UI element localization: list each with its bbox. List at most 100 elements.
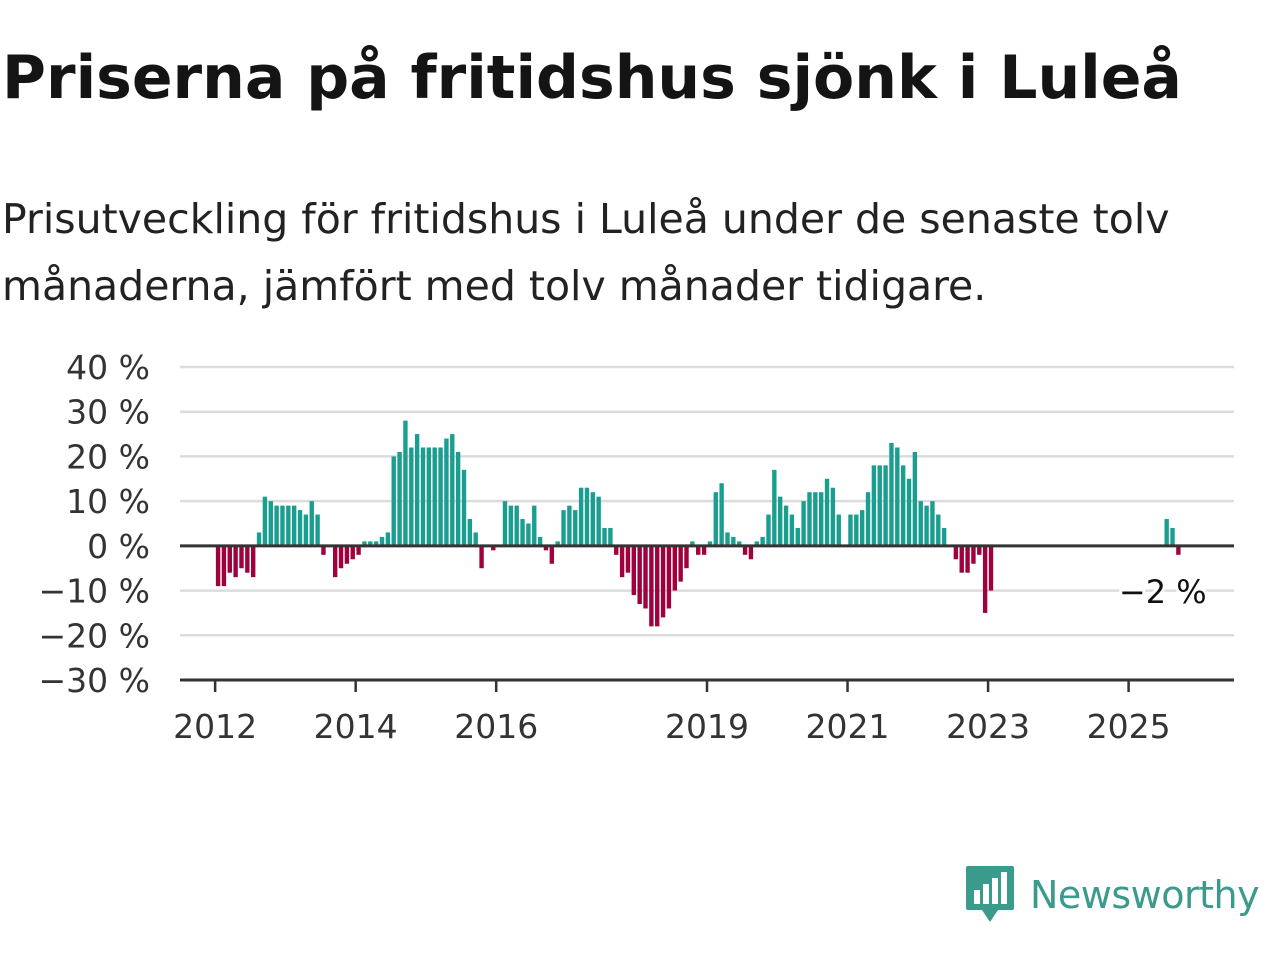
y-tick-label: −10 % — [39, 572, 151, 611]
bar — [578, 487, 584, 546]
bar — [731, 536, 736, 546]
bar — [701, 545, 707, 555]
chart-subtitle: Prisutveckling för fritidshus i Luleå un… — [2, 195, 1170, 310]
bar — [719, 483, 724, 546]
bar — [789, 514, 795, 546]
bar — [988, 545, 994, 591]
bar — [391, 456, 396, 546]
bar — [315, 514, 320, 546]
bar — [807, 492, 812, 546]
bar — [385, 532, 391, 546]
bar — [877, 465, 882, 546]
bar — [455, 451, 461, 546]
bar — [707, 541, 713, 546]
bar — [965, 545, 970, 573]
bar — [930, 501, 935, 546]
bar — [637, 545, 642, 604]
bar — [614, 545, 619, 555]
bar — [321, 545, 326, 555]
bar — [818, 492, 824, 546]
bar — [936, 514, 941, 546]
bar — [883, 465, 888, 546]
bar — [900, 465, 906, 546]
y-tick-label: −30 % — [39, 661, 151, 700]
newsworthy-logo: Newsworthy — [964, 864, 1260, 926]
annotation-label: −2 % — [1119, 573, 1207, 611]
bar — [584, 487, 590, 546]
bar — [1170, 527, 1175, 546]
bar — [227, 545, 232, 573]
bar — [280, 505, 285, 546]
axes — [180, 544, 1234, 682]
bar — [450, 434, 455, 546]
bar — [941, 527, 947, 546]
bar — [801, 501, 806, 546]
y-tick-label: 30 % — [66, 393, 150, 432]
bar — [959, 545, 964, 573]
bar — [397, 451, 402, 546]
bar — [690, 541, 695, 546]
bar — [977, 545, 982, 555]
bar — [912, 451, 918, 546]
bar — [338, 545, 344, 569]
bar — [432, 447, 437, 546]
bar-chart: 40 %30 %20 %10 %0 %−10 %−20 %−30 % 2012 2… — [39, 348, 1234, 746]
bar — [514, 505, 519, 546]
y-tick-label: 10 % — [66, 482, 150, 521]
bar — [596, 496, 601, 546]
bar — [444, 438, 449, 546]
x-tick-label: 2025 — [1087, 707, 1171, 746]
bar — [403, 420, 408, 546]
y-tick-label: −20 % — [39, 616, 151, 655]
bar — [508, 505, 514, 546]
newsworthy-chart-icon — [964, 864, 1016, 926]
bar — [467, 519, 473, 546]
bar — [678, 545, 683, 582]
bar — [356, 545, 361, 555]
x-tick-label: 2012 — [173, 707, 257, 746]
bar — [754, 541, 759, 546]
bar — [772, 469, 777, 546]
bar — [291, 505, 297, 546]
bar — [619, 545, 625, 578]
bar — [221, 545, 227, 587]
bar — [906, 478, 912, 546]
bar — [871, 465, 877, 546]
bar — [854, 514, 859, 546]
bar — [684, 545, 689, 569]
chart-title: Priserna på fritidshus sjönk i Luleå — [2, 43, 1182, 113]
bar — [373, 541, 379, 546]
bar — [344, 545, 350, 564]
x-tick-label: 2021 — [806, 707, 890, 746]
bar — [362, 541, 367, 546]
bar — [830, 487, 836, 546]
bar — [848, 514, 853, 546]
bar — [438, 447, 443, 546]
bar — [491, 545, 496, 551]
bar — [239, 545, 244, 569]
brand-name: Newsworthy — [1030, 873, 1260, 917]
bar — [859, 510, 865, 546]
bar — [233, 545, 238, 578]
bar — [549, 545, 555, 564]
bar — [865, 492, 871, 546]
x-tick-label: 2019 — [665, 707, 749, 746]
bar — [1176, 545, 1181, 555]
bar — [502, 501, 508, 546]
bar — [309, 501, 314, 546]
bar — [368, 541, 373, 546]
bar — [526, 523, 531, 546]
bar — [332, 545, 338, 578]
bar — [672, 545, 677, 591]
bar — [696, 545, 701, 555]
bar — [461, 469, 467, 546]
bar — [737, 541, 742, 546]
annotations: −2 % — [1116, 570, 1210, 614]
bar — [889, 443, 894, 546]
bar — [479, 545, 484, 569]
bar — [414, 434, 420, 546]
y-tick-label: 20 % — [66, 437, 150, 476]
bar — [573, 510, 578, 546]
x-tick-label: 2014 — [314, 707, 398, 746]
bar — [660, 545, 666, 618]
